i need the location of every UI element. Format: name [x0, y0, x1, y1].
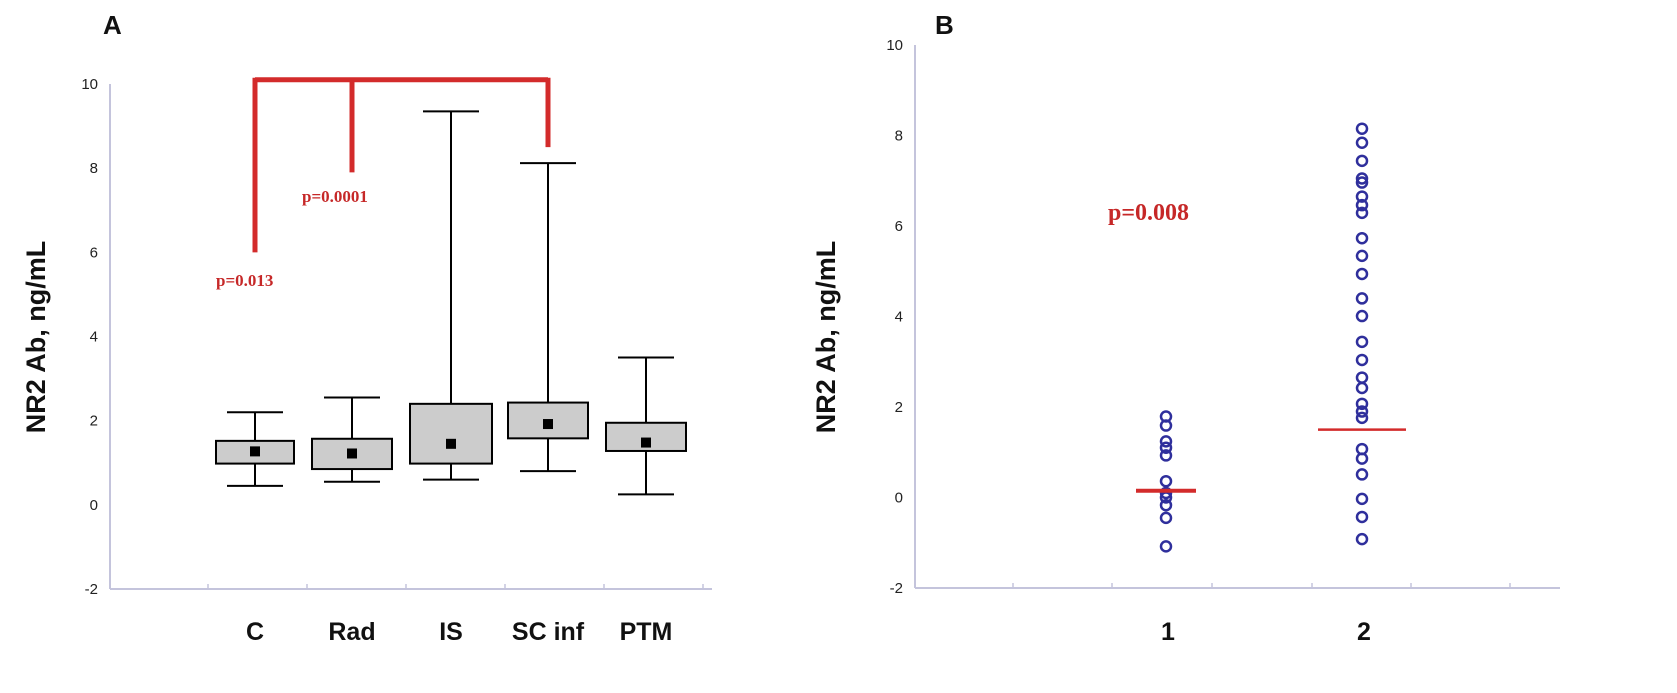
x-category-label: 2 — [1357, 618, 1371, 646]
data-point — [1159, 474, 1173, 488]
x-category-label: PTM — [620, 618, 673, 646]
data-point — [1355, 198, 1369, 212]
mean-marker — [347, 448, 357, 459]
data-point — [1355, 397, 1369, 411]
box — [311, 437, 393, 471]
y-tick-label: -2 — [890, 580, 903, 597]
mean-marker — [543, 419, 553, 430]
data-point — [1355, 411, 1369, 425]
data-point — [1355, 468, 1369, 481]
y-tick-label: 6 — [895, 218, 903, 235]
data-point — [1355, 249, 1369, 263]
data-point — [1355, 231, 1369, 245]
data-point — [1159, 498, 1173, 512]
box — [409, 402, 493, 465]
data-point — [1355, 206, 1369, 220]
data-point — [1159, 435, 1173, 448]
x-category-label: IS — [439, 618, 463, 646]
y-tick-label: 0 — [90, 497, 98, 514]
data-point — [1355, 172, 1369, 185]
data-point — [1355, 136, 1369, 149]
y-tick-label: 6 — [90, 244, 98, 261]
x-category-label: C — [246, 618, 264, 646]
data-point — [1159, 441, 1173, 454]
data-point — [1355, 335, 1369, 349]
data-point — [1355, 381, 1369, 395]
x-category-label: Rad — [328, 618, 375, 646]
data-point — [1355, 353, 1369, 367]
data-point — [1355, 292, 1369, 305]
data-point — [1159, 486, 1173, 500]
data-point — [1355, 309, 1369, 323]
y-tick-label: 4 — [90, 329, 98, 346]
data-point — [1355, 532, 1369, 546]
y-tick-label: 0 — [895, 490, 903, 507]
y-tick-label: 4 — [895, 309, 903, 326]
panel-b-ylabel: NR2 Ab, ng/mL — [811, 241, 841, 434]
panel-a-ylabel: NR2 Ab, ng/mL — [21, 241, 51, 434]
x-category-label: SC inf — [512, 618, 585, 646]
mean-marker — [641, 437, 651, 448]
data-point — [1159, 449, 1173, 462]
panel-a-label: A — [103, 10, 122, 40]
mean-marker — [446, 438, 456, 449]
panel-b-pvalue: p=0.008 — [1108, 200, 1189, 226]
data-point — [1159, 419, 1173, 432]
panel-a-plot: -2 0 2 4 6 8 10 C Rad IS SC inf PTM — [81, 76, 712, 646]
y-tick-label: 8 — [90, 160, 98, 177]
y-tick-label: 8 — [895, 128, 903, 145]
panel-a-pvalue-c: p=0.013 — [216, 271, 273, 290]
data-point — [1355, 492, 1369, 506]
panel-b-label: B — [935, 10, 954, 40]
data-point — [1355, 176, 1369, 189]
data-point — [1355, 154, 1369, 168]
y-tick-label: 2 — [895, 399, 903, 416]
data-point — [1355, 190, 1369, 203]
y-tick-label: 10 — [81, 76, 98, 93]
x-category-label: 1 — [1161, 618, 1175, 646]
mean-marker — [250, 446, 260, 457]
data-point — [1159, 511, 1173, 525]
data-point — [1159, 540, 1173, 553]
data-point — [1355, 371, 1369, 384]
data-point — [1355, 267, 1369, 281]
y-tick-label: -2 — [85, 581, 98, 598]
data-point — [1355, 510, 1369, 524]
y-tick-label: 10 — [886, 37, 903, 54]
data-point — [1355, 452, 1369, 465]
data-point — [1355, 122, 1369, 135]
panel-a-pvalue-rad: p=0.0001 — [302, 187, 368, 206]
data-point — [1355, 405, 1369, 418]
y-tick-label: 2 — [90, 413, 98, 430]
